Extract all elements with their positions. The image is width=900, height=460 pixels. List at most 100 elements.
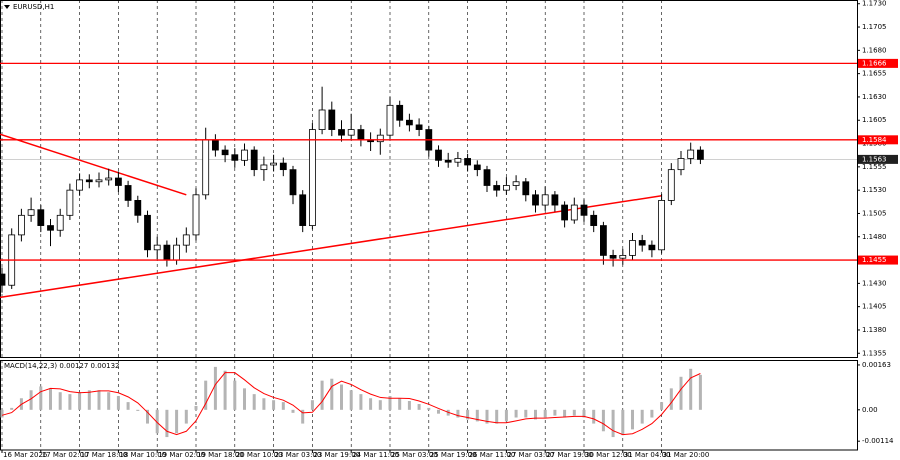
macd-bar	[456, 409, 460, 418]
macd-bar	[563, 409, 567, 418]
candle-body	[522, 181, 530, 196]
candle-body	[493, 185, 501, 191]
y-tick-label: 1.1355	[862, 349, 887, 357]
candle-body	[658, 200, 665, 251]
level-label: 1.1584	[862, 136, 887, 144]
macd-bar	[398, 398, 402, 410]
macd-bar	[78, 392, 82, 410]
candle-body	[173, 244, 181, 261]
candle-body	[260, 164, 268, 171]
macd-bar	[611, 409, 615, 438]
macd-bar	[213, 366, 217, 410]
candle-body	[376, 134, 384, 143]
last-price-label: 1.1563	[862, 155, 887, 163]
candle-body	[95, 179, 103, 183]
trendline	[0, 195, 662, 299]
macd-bar	[660, 402, 664, 410]
x-tick-label: 26 Mar 11:00	[469, 451, 516, 459]
macd-bar	[679, 376, 683, 410]
macd-bar	[49, 388, 52, 410]
candle-body	[532, 194, 539, 206]
candle-body	[415, 124, 423, 130]
candle-body	[47, 225, 54, 231]
candle-body	[454, 158, 462, 163]
macd-bar	[495, 409, 499, 424]
macd-bar	[0, 409, 4, 418]
candle-body	[667, 169, 675, 201]
macd-bar	[310, 400, 314, 410]
x-tick-label: 23 Mar 03:00	[275, 451, 322, 459]
macd-bar	[223, 370, 227, 410]
macd-bar	[388, 396, 392, 410]
macd-bar	[291, 409, 295, 413]
macd-bar	[184, 409, 188, 424]
x-tick-label: 17 Mar 02:00	[42, 451, 89, 459]
candle-body	[241, 149, 248, 161]
macd-bar	[233, 380, 237, 410]
candle-body	[347, 129, 355, 136]
trendline	[0, 133, 187, 196]
macd-bar	[466, 409, 470, 420]
candle-body	[76, 179, 83, 191]
candle-body	[56, 214, 64, 231]
y-tick-label: 1.1555	[862, 163, 887, 171]
macd-bar	[320, 380, 324, 410]
macd-bar	[39, 386, 43, 410]
candle-body	[182, 234, 190, 246]
candle-body	[590, 214, 598, 226]
y-tick-label: 1.1530	[862, 186, 887, 194]
candle-body	[570, 204, 578, 221]
y-tick-label: -0.00114	[862, 437, 894, 445]
y-tick-label: 1.1380	[862, 326, 887, 334]
candle-body	[502, 185, 510, 191]
candle-body	[37, 209, 45, 226]
x-tick-label: 19 Mar 02:00	[158, 451, 205, 459]
macd-bar	[689, 368, 693, 410]
x-tick-label: 24 Mar 11:00	[352, 451, 399, 459]
x-tick-label: 25 Mar 19:00	[430, 451, 477, 459]
candle-body	[405, 119, 413, 126]
candle-body	[17, 214, 25, 236]
macd-bar	[136, 409, 140, 411]
last-price-box	[858, 154, 898, 164]
candle-body	[270, 162, 278, 166]
macd-title: MACD(14,22,3) 0.00127 0.00132	[4, 362, 120, 370]
x-tick-label: 31 Mar 20:00	[663, 451, 710, 459]
macd-bar	[155, 409, 159, 434]
level-label-box	[858, 255, 898, 265]
y-tick-label: 1.1505	[862, 209, 887, 217]
y-tick-label: 1.1705	[862, 23, 887, 31]
macd-bar	[407, 401, 411, 410]
macd-bar	[272, 400, 276, 410]
level-label-box	[858, 135, 898, 145]
candle-body	[124, 185, 132, 201]
candle-body	[541, 194, 549, 206]
candle-body	[697, 149, 704, 160]
x-tick-label: 25 Mar 03:00	[391, 451, 438, 459]
candle-body	[211, 139, 219, 151]
macd-bar	[543, 409, 547, 418]
candle-body	[386, 104, 394, 136]
candle-body	[308, 129, 316, 226]
candle-body	[144, 214, 151, 251]
x-tick-label: 27 Mar 19:00	[546, 451, 593, 459]
macd-bar	[534, 409, 537, 420]
macd-bar	[504, 409, 508, 422]
macd-bar	[359, 394, 363, 410]
candle-body	[318, 109, 326, 130]
y-tick-label: 1.1730	[862, 0, 887, 8]
y-tick-label: 0.00163	[862, 361, 891, 369]
candle-body	[115, 177, 122, 186]
macd-bar	[194, 405, 198, 410]
candle-body	[638, 240, 646, 246]
candle-body	[0, 273, 6, 286]
candle-body	[134, 200, 142, 216]
macd-bar	[369, 398, 373, 410]
macd-bar	[621, 409, 625, 436]
candle-body	[677, 158, 685, 171]
candle-body	[473, 164, 481, 171]
macd-bar	[243, 388, 246, 410]
macd-bar	[650, 409, 654, 418]
macd-bar	[669, 388, 673, 410]
